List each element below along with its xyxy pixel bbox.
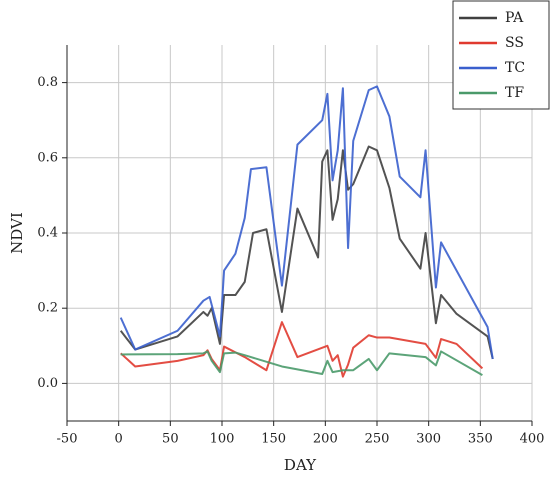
y-tick-label: 0.8 xyxy=(37,75,58,90)
y-tick-label: 0.4 xyxy=(37,226,58,241)
x-tick-label: 400 xyxy=(520,432,545,447)
legend-label: TF xyxy=(505,85,524,101)
y-tick-label: 0.6 xyxy=(37,150,58,165)
x-tick-label: 50 xyxy=(162,432,179,447)
y-axis-label: NDVI xyxy=(8,212,26,254)
x-tick-label: 250 xyxy=(365,432,390,447)
x-tick-label: 350 xyxy=(468,432,493,447)
x-tick-label: 150 xyxy=(261,432,286,447)
legend-label: SS xyxy=(505,35,524,51)
legend: PA SS TC TF xyxy=(452,0,550,110)
legend-label: TC xyxy=(505,60,525,76)
y-tick-label: 0.0 xyxy=(37,376,58,391)
series-line xyxy=(119,145,494,360)
series-line xyxy=(120,321,484,378)
legend-label: PA xyxy=(505,10,524,26)
x-tick-label: 200 xyxy=(313,432,338,447)
y-tick-label: 0.2 xyxy=(37,301,58,316)
x-tick-label: 0 xyxy=(115,432,123,447)
x-tick-label: 100 xyxy=(210,432,235,447)
series-line xyxy=(119,85,494,360)
series-line xyxy=(120,350,483,376)
x-axis-label: DAY xyxy=(284,456,317,474)
x-tick-label: 300 xyxy=(416,432,441,447)
x-tick-label: -50 xyxy=(57,432,78,447)
legend-box xyxy=(452,0,550,110)
